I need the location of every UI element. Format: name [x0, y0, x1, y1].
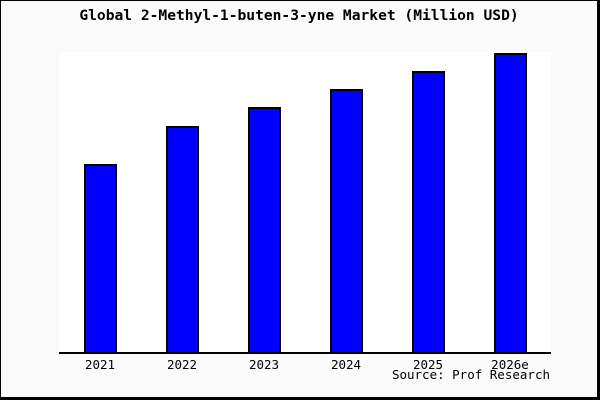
source-credit: Source: Prof Research — [391, 367, 550, 382]
x-tick-label-2023: 2023 — [248, 357, 280, 372]
x-tick-label-2026e: 2026e — [491, 357, 529, 372]
x-tick-label-2024: 2024 — [330, 357, 362, 372]
x-tick-label-2021: 2021 — [84, 357, 116, 372]
plot-area — [59, 52, 551, 354]
bars-container — [59, 52, 551, 352]
x-tick-label-2022: 2022 — [166, 357, 198, 372]
bar-2025 — [411, 71, 445, 352]
bar-2022 — [165, 126, 199, 352]
bar-2023 — [247, 107, 281, 352]
bar-2024 — [329, 89, 363, 352]
x-tick-label-2025: 2025 — [412, 357, 444, 372]
chart-title: Global 2-Methyl-1-buten-3-yne Market (Mi… — [79, 7, 519, 24]
x-axis-labels: 2021 2022 2023 2024 2025 2026e — [59, 357, 551, 372]
bar-2021 — [83, 164, 117, 352]
bar-2026e — [493, 53, 527, 352]
